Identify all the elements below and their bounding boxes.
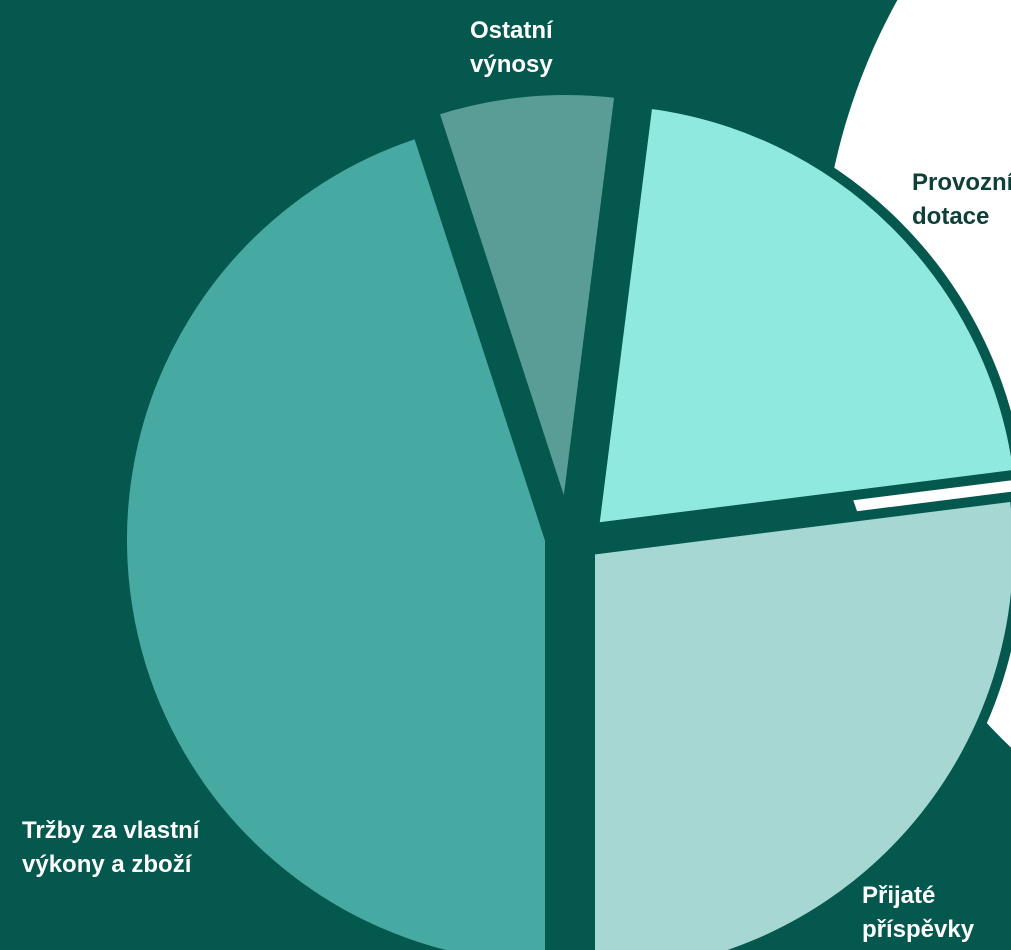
- slice-label-line: Provozní: [912, 169, 1011, 196]
- pie-slice-prijate-prispevky: [585, 491, 1011, 950]
- slice-label-trzby-za-vlastni-vykony-a-zbozi: Tržby za vlastní výkony a zboží: [22, 817, 201, 878]
- pie-slices: [117, 85, 1011, 950]
- pie-labels: Tržby za vlastní výkony a zboží Ostatní výn…: [22, 17, 1011, 943]
- pie-slice-ostatni-vynosy: [428, 85, 625, 523]
- slice-label-line: příspěvky: [862, 916, 975, 943]
- pie-slice-provozni-dotace: [589, 98, 1011, 533]
- slice-label-line: výkony a zboží: [22, 851, 193, 878]
- slice-label-line: Ostatní: [470, 17, 554, 44]
- pie-slice-trzby-za-vlastni-vykony-a-zbozi: [117, 127, 555, 950]
- slice-label-line: Přijaté: [862, 882, 935, 909]
- slice-label-provozni-dotace: Provozní dotace: [912, 169, 1011, 230]
- slice-label-ostatni-vynosy: Ostatní výnosy: [470, 17, 554, 78]
- slice-label-line: Tržby za vlastní: [22, 817, 201, 844]
- slice-label-prijate-prispevky: Přijaté příspěvky: [862, 882, 975, 943]
- slice-label-line: výnosy: [470, 51, 553, 78]
- slice-label-line: dotace: [912, 203, 989, 230]
